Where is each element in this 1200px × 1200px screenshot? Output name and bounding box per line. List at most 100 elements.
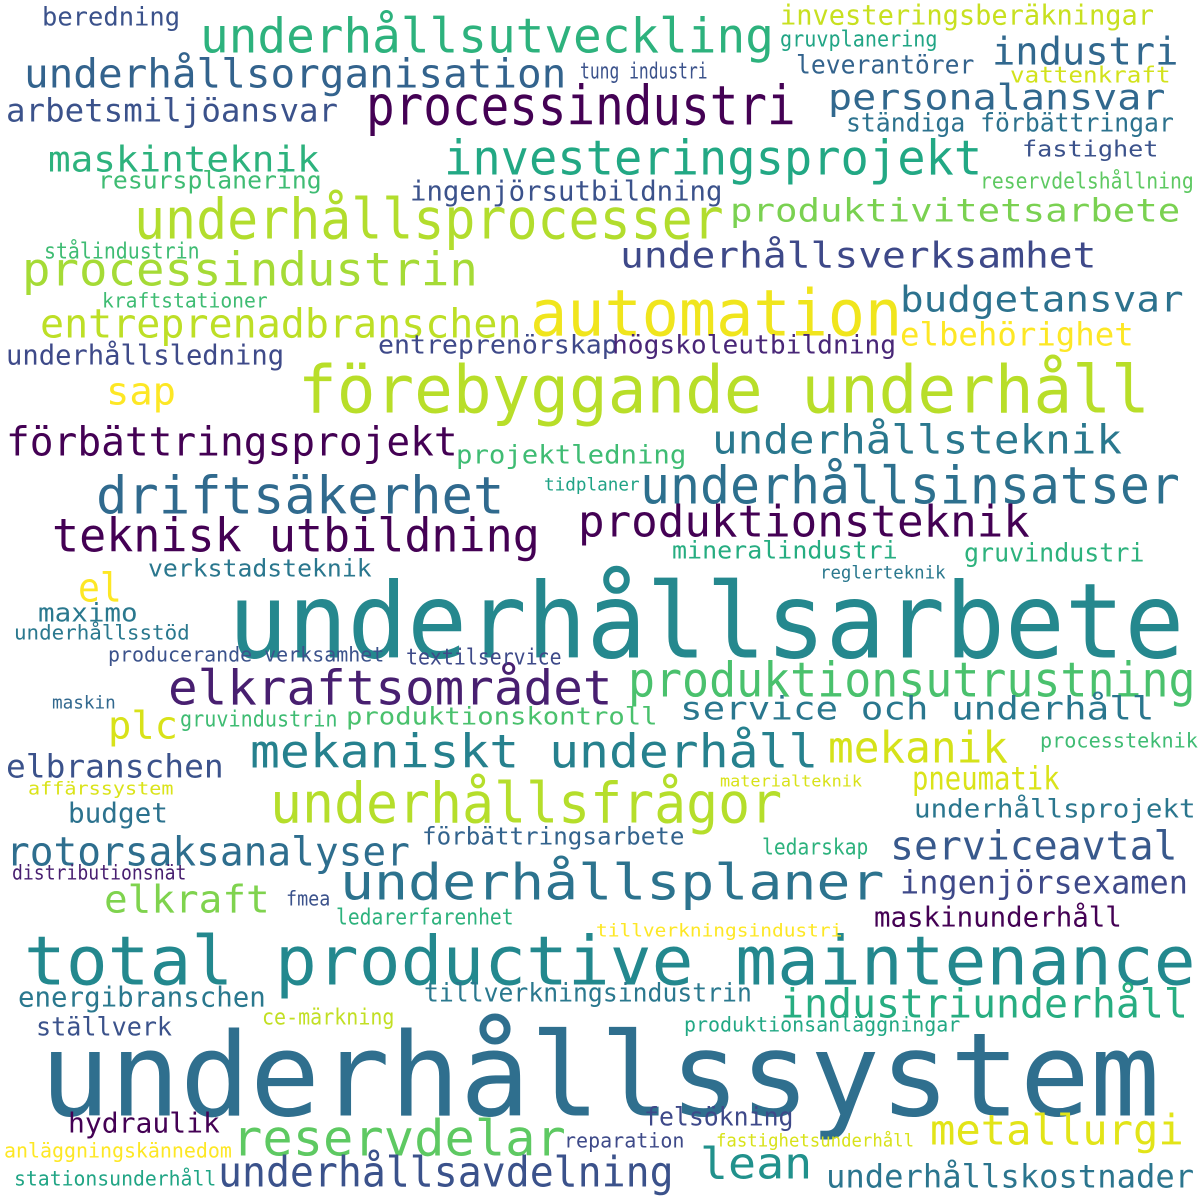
word-produktionsteknik: produktionsteknik [578,495,1030,548]
word-forbattringsprojekt: förbättringsprojekt [6,418,458,466]
word-mineralindustri: mineralindustri [672,537,898,566]
word-distributionsnat: distributionsnät [12,861,187,886]
word-budget: budget [68,797,168,831]
word-ingenjorsexamen: ingenjörsexamen [900,864,1188,903]
word-elkraftsomradet: elkraftsområdet [168,659,613,717]
word-gruvindustrin: gruvindustrin [180,705,338,733]
word-plc: plc [108,704,179,749]
word-mekaniskt-underhall: mekaniskt underhåll [250,725,819,780]
word-felsokning: felsökning [644,1101,794,1133]
word-elkraft: elkraft [104,878,270,923]
word-leverantorer: leverantörer [796,49,975,81]
word-produktionskontroll: produktionskontroll [346,703,658,732]
word-serviceavtal: serviceavtal [890,822,1178,870]
word-reparation: reparation [564,1129,685,1154]
word-underhallsprojekt: underhållsprojekt [914,793,1196,825]
word-beredning: beredning [42,1,181,33]
word-maximo: maximo [38,597,138,629]
word-underhallsinsatser: underhållsinsatser [640,455,1180,517]
word-produktivitetsarbete: produktivitetsarbete [730,192,1181,231]
word-ledarerfarenhet: ledarerfarenhet [336,903,514,931]
word-underhallsorganisation: underhållsorganisation [24,50,567,98]
word-producerande-verksamhet: producerande verksamhet [108,643,385,668]
word-underhallskostnader: underhållskostnader [826,1158,1195,1197]
word-hydraulik: hydraulik [68,1107,220,1141]
word-investeringsprojekt: investeringsprojekt [444,129,983,187]
word-anlaggningskannedom: anläggningskännedom [4,1139,232,1164]
word-affarssystem: affärssystem [28,777,174,800]
word-hogskoleutbildning: högskoleutbildning [612,329,897,361]
word-rotorsaksanalyser: rotorsaksanalyser [6,828,410,876]
word-metallurgi: metallurgi [930,1106,1184,1156]
word-processteknik: processteknik [1040,729,1198,754]
word-forebyggande-underhall: förebyggande underhåll [298,352,1150,430]
word-mekanik: mekanik [828,721,1009,774]
word-underhallsarbete: underhållsarbete [228,560,1185,683]
word-underhallsavdelning: underhållsavdelning [218,1148,674,1198]
word-ledarskap: ledarskap [762,833,869,861]
word-verkstadsteknik: verkstadsteknik [148,555,372,584]
word-teknisk-utbildning: teknisk utbildning [52,509,540,564]
word-stationsunderhall: stationsunderhåll [14,1167,217,1192]
word-tung-industri: tung industri [580,57,708,85]
word-energibranschen: energibranschen [18,981,266,1015]
word-processindustri: processindustri [366,75,796,139]
word-maskinteknik: maskinteknik [48,138,320,182]
word-maskinunderhall: maskinunderhåll [874,901,1122,935]
word-projektledning: projektledning [456,439,687,471]
word-underhallsutveckling: underhållsutveckling [200,7,774,65]
word-sap: sap [106,370,177,415]
word-service-och-underhall: service och underhåll [680,690,1155,729]
word-produktionsutrustning: produktionsutrustning [628,651,1196,709]
word-fastighetsunderhall: fastighetsunderhåll [716,1129,915,1152]
word-ingenjorsutbildning: ingenjörsutbildning [410,175,723,209]
word-underhallsteknik: underhållsteknik [712,416,1123,464]
word-standiga-forbattringar: ständiga förbättringar [846,107,1174,139]
word-gruvplanering: gruvplanering [780,25,938,53]
word-tidplaner: tidplaner [544,473,640,496]
word-budgetansvar: budgetansvar [900,278,1184,322]
word-reservdelshallning: reservdelshållning [980,167,1194,195]
word-elbranschen: elbranschen [6,748,224,787]
word-entreprenorskap: entreprenörskap [378,329,618,361]
word-elbehorighet: elbehörighet [900,316,1134,355]
word-kraftstationer: kraftstationer [102,289,268,314]
word-investeringsberakningar: investeringsberäkningar [780,0,1155,33]
word-forbattringsarbete: förbättringsarbete [422,823,685,852]
word-underhallsprocesser: underhållsprocesser [134,186,724,253]
word-entreprenadbranschen: entreprenadbranschen [40,300,522,348]
word-lean: lean [700,1137,813,1190]
word-materialteknik: materialteknik [720,772,863,792]
word-total-productive-maintenance: total productive maintenance [24,921,1196,1002]
word-pneumatik: pneumatik [912,760,1060,799]
word-reglerteknik: reglerteknik [820,561,946,584]
word-el: el [78,564,122,612]
word-vattenkraft: vattenkraft [1010,61,1171,89]
word-fmea: fmea [286,887,331,912]
word-stalindustrin: stålindustrin [44,237,200,265]
word-processindustrin: processindustrin [22,243,478,298]
word-ce-markning: ce-märkning [262,1003,395,1031]
word-produktionsanlaggningar: produktionsanläggningar [684,1013,961,1038]
word-gruvindustri: gruvindustri [964,537,1145,569]
word-arbetsmiljoansvar: arbetsmiljöansvar [6,92,339,131]
word-tillverkningsindustri: tillverkningsindustri [596,919,843,942]
word-maskin: maskin [52,691,116,714]
word-underhallsverksamhet: underhållsverksamhet [620,234,1097,278]
word-industri: industri [992,30,1179,75]
word-reservdelar: reservdelar [232,1109,566,1169]
word-automation: automation [530,275,903,352]
word-personalansvar: personalansvar [828,76,1166,120]
word-driftsakerhet: driftsäkerhet [96,465,505,527]
word-textilservice: textilservice [406,643,562,671]
word-tillverkningsindustrin: tillverkningsindustrin [424,977,752,1009]
word-underhallsledning: underhållsledning [6,339,285,373]
word-underhallsstod: underhållsstöd [14,621,190,646]
word-underhallsplaner: underhållsplaner [340,853,885,913]
word-fastighet: fastighet [1022,135,1159,163]
word-industriunderhall: industriunderhåll [780,980,1188,1028]
word-resursplanering: resursplanering [98,167,322,196]
word-stallverk: ställverk [36,1011,173,1043]
word-underhallsfragor: underhållsfrågor [270,770,783,837]
